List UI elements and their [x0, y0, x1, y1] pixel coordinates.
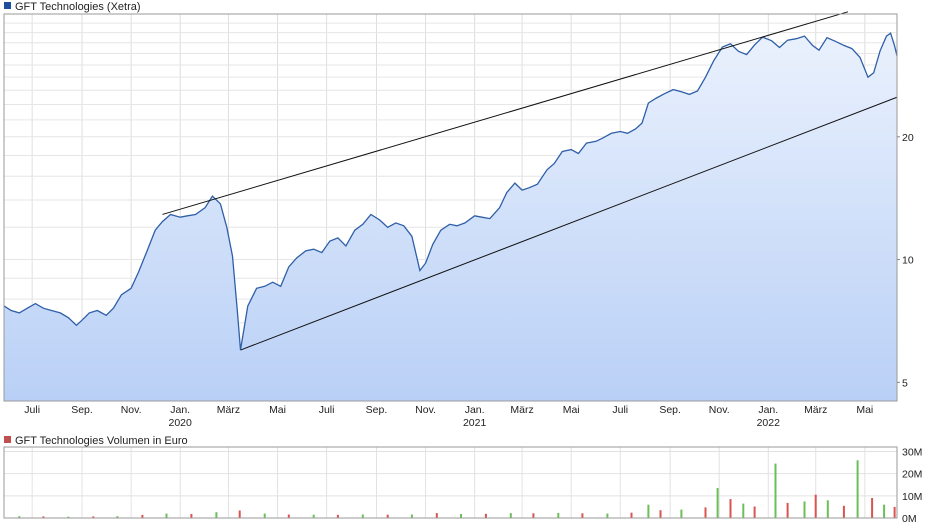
volume-bar — [460, 514, 462, 518]
x-tick-label: Nov. — [415, 404, 436, 416]
volume-bar — [141, 514, 144, 518]
volume-bar — [42, 516, 45, 518]
volume-bar — [410, 514, 413, 518]
volume-bar — [680, 509, 683, 518]
volume-bar — [581, 513, 584, 518]
price-area-fill — [4, 33, 897, 401]
volume-bar — [871, 498, 874, 518]
volume-bar — [116, 516, 119, 518]
trendline — [240, 96, 898, 351]
volume-bar — [606, 513, 609, 518]
volume-bar — [263, 513, 266, 518]
volume-gridlines — [4, 447, 897, 519]
x-tick-label: Mai — [563, 404, 580, 416]
volume-bar — [742, 503, 745, 518]
volume-legend-swatch — [4, 436, 11, 443]
volume-bar — [484, 513, 487, 518]
price-legend-swatch — [4, 2, 11, 9]
price-y-tick-label: 20 — [902, 132, 914, 144]
volume-y-axis: 0M 10M 20M 30M — [902, 446, 922, 525]
x-tick-label: Juli — [612, 404, 628, 416]
volume-bar — [826, 500, 829, 519]
volume-bar — [803, 501, 806, 518]
volume-plot-frame — [3, 446, 898, 519]
x-tick-label: Juli — [24, 404, 40, 416]
volume-bar — [215, 512, 218, 518]
x-tick-label: Mai — [269, 404, 286, 416]
volume-bar — [336, 514, 339, 518]
x-tick-year-label: 2021 — [463, 417, 487, 429]
volume-bar — [842, 505, 845, 518]
price-y-tick-label: 10 — [902, 255, 914, 267]
volume-legend-label: GFT Technologies Volumen in Euro — [15, 435, 188, 447]
volume-bar — [238, 510, 241, 518]
volume-bars — [18, 460, 896, 519]
x-tick-label: Mai — [856, 404, 873, 416]
volume-bar — [729, 499, 732, 518]
volume-bar — [312, 514, 315, 518]
x-tick-year-label: 2020 — [169, 417, 193, 429]
x-tick-label: Sep. — [659, 404, 681, 416]
volume-bar — [630, 512, 633, 518]
volume-bar — [532, 513, 535, 518]
x-tick-label: März — [804, 404, 827, 416]
price-legend-label: GFT Technologies (Xetra) — [15, 1, 141, 13]
volume-bar — [435, 513, 438, 518]
volume-bar — [774, 463, 777, 518]
x-tick-label: Nov. — [709, 404, 730, 416]
x-tick-label: März — [217, 404, 240, 416]
volume-bar — [67, 516, 70, 518]
volume-y-tick-label: 20M — [902, 469, 922, 481]
volume-bar — [883, 504, 886, 518]
volume-bar — [509, 513, 512, 518]
x-tick-label: Juli — [319, 404, 335, 416]
volume-bar — [786, 502, 789, 518]
volume-bar — [704, 507, 707, 518]
volume-bar — [716, 488, 719, 518]
volume-y-tick-label: 30M — [902, 446, 922, 458]
volume-bar — [361, 514, 364, 518]
x-tick-label: Jan. — [465, 404, 485, 416]
trendline — [162, 11, 849, 215]
volume-bar — [893, 506, 896, 518]
x-tick-label: Sep. — [366, 404, 388, 416]
volume-y-tick-label: 10M — [902, 491, 922, 503]
volume-y-tick-label: 0M — [902, 513, 917, 525]
trendlines — [162, 11, 898, 351]
price-line — [3, 32, 898, 351]
x-tick-label: Nov. — [121, 404, 142, 416]
x-tick-label: Sep. — [71, 404, 93, 416]
volume-bar — [753, 506, 756, 518]
volume-bar — [92, 516, 95, 518]
x-tick-label: Jan. — [758, 404, 778, 416]
volume-bar — [287, 514, 290, 518]
volume-bar — [190, 514, 193, 518]
volume-bar — [856, 460, 859, 518]
x-tick-label: März — [510, 404, 533, 416]
volume-bar — [386, 514, 389, 518]
volume-bar — [814, 494, 817, 518]
volume-bar — [659, 510, 662, 518]
volume-bar — [557, 512, 560, 518]
price-plot-frame — [3, 13, 898, 402]
volume-bar — [165, 513, 168, 518]
x-tick-label: Jan. — [170, 404, 190, 416]
volume-bar — [18, 516, 21, 518]
x-tick-year-label: 2022 — [757, 417, 781, 429]
price-y-tick-label: 5 — [902, 377, 908, 389]
price-y-axis: 5 10 20 — [897, 132, 914, 389]
volume-bar — [647, 504, 650, 518]
